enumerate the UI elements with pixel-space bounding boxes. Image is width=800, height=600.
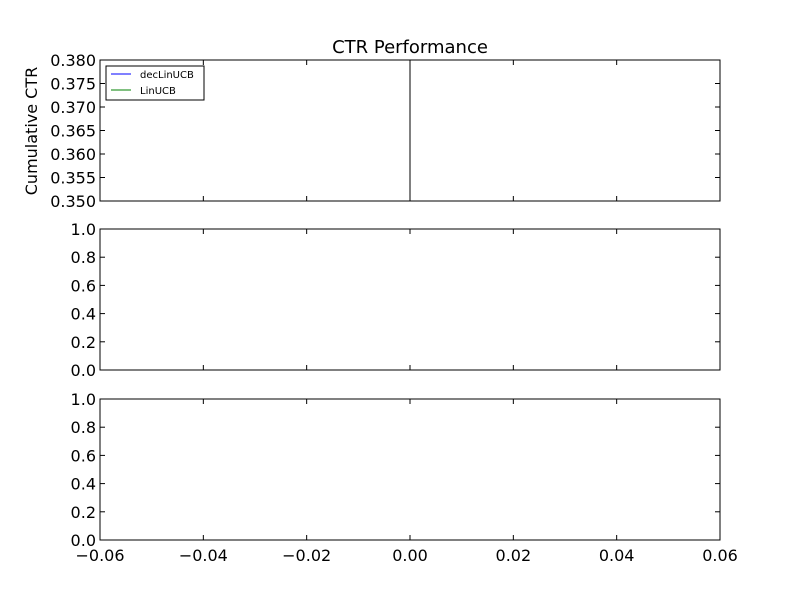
legend-label-declinucb: decLinUCB [140,70,194,81]
x-tick-label: 0.02 [496,546,532,565]
middle-panel: 0.0 0.2 0.4 0.6 0.8 1.0 [71,220,721,380]
y-tick-label: 0.0 [71,531,96,550]
y-tick-label: 0.360 [50,145,96,164]
y-axis-label: Cumulative CTR [22,67,41,195]
y-tick-label: 1.0 [71,220,96,239]
x-tick-label: 0.00 [392,546,428,565]
ctr-panel-frame [99,59,721,202]
y-tick-label: 0.365 [50,122,96,141]
legend-label-linucb: LinUCB [140,86,176,97]
ctr-panel-ticks: 0.350 0.355 0.360 0.365 0.370 0.375 0.380 [50,51,721,211]
y-tick-label: 0.8 [71,418,96,437]
x-tick-label: 0.04 [599,546,635,565]
y-tick-label: 0.0 [71,361,96,380]
x-tick-label: −0.06 [75,546,124,565]
y-tick-label: 0.4 [71,305,96,324]
legend: decLinUCB LinUCB [105,65,205,101]
bottom-panel-frame [99,398,721,541]
x-tick-label: −0.02 [282,546,331,565]
y-tick-label: 0.380 [50,51,96,70]
y-tick-label: 1.0 [71,390,96,409]
y-tick-label: 0.4 [71,475,96,494]
chart-title: CTR Performance [332,37,488,58]
y-tick-label: 0.350 [50,192,96,211]
x-tick-label: −0.04 [179,546,228,565]
y-tick-label: 0.2 [71,333,96,352]
y-tick-label: 0.355 [50,169,96,188]
y-tick-label: 0.2 [71,503,96,522]
y-tick-label: 0.6 [71,276,96,295]
x-tick-label: 0.06 [702,546,738,565]
legend-frame [105,65,205,101]
ctr-panel: CTR Performance Cumulative CTR 0.3500.35… [22,37,721,211]
middle-panel-frame [99,228,721,371]
y-tick-label: 0.375 [50,75,96,94]
y-tick-label: 0.6 [71,446,96,465]
y-tick-label: 0.8 [71,248,96,267]
y-tick-label: 0.370 [50,98,96,117]
bottom-panel: 0.0 0.2 0.4 0.6 0.8 1.0 −0.06 −0.04 −0.02 0.00 0.0… [71,390,738,565]
